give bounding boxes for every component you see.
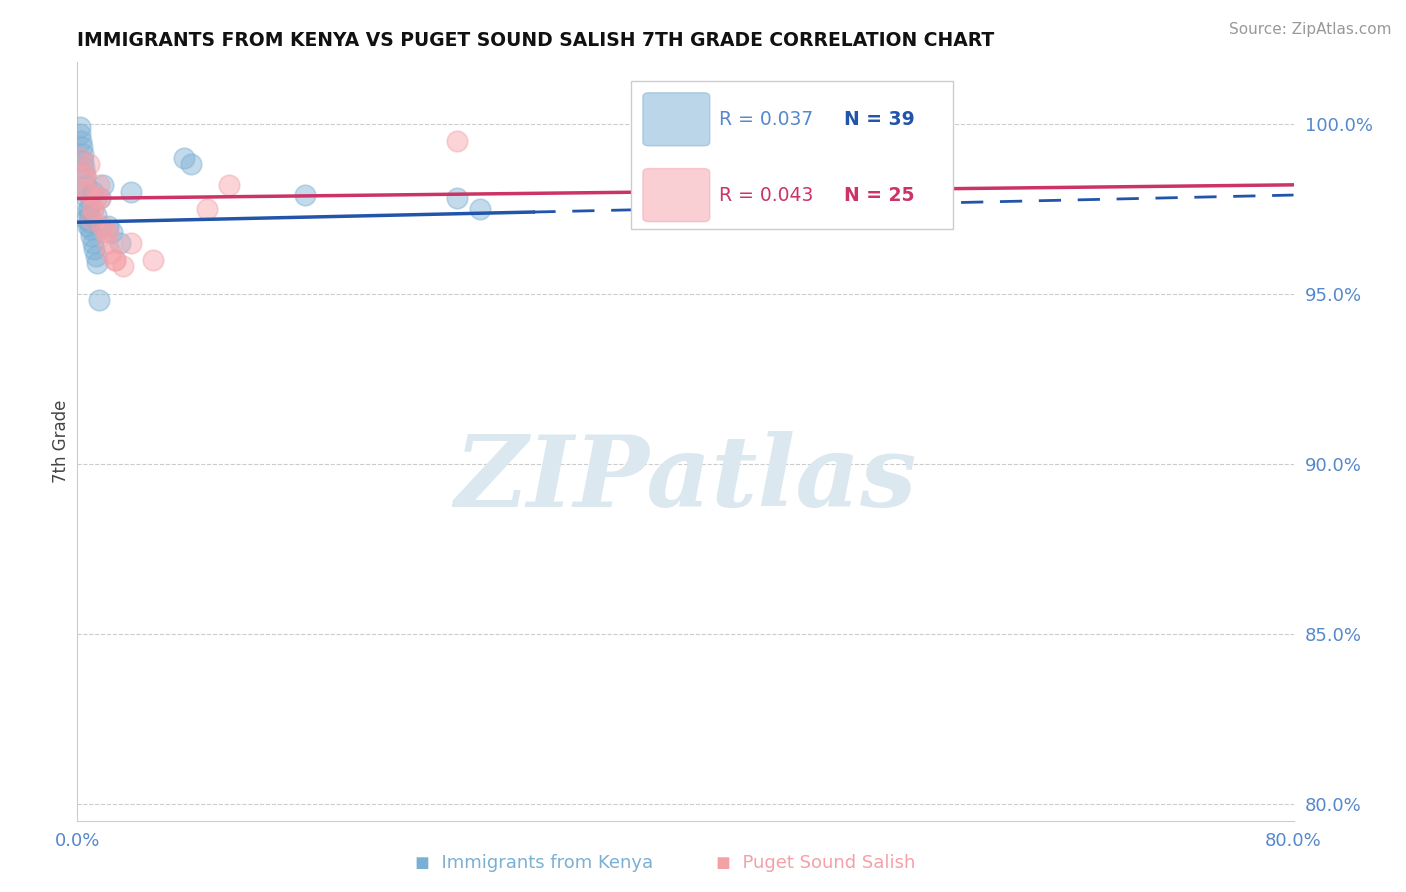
Point: [87, 178, 110, 192]
Point: [84, 191, 107, 205]
Text: R = 0.043: R = 0.043: [720, 186, 814, 204]
Point: [120, 235, 142, 250]
Point: [75, 185, 97, 199]
Point: [69, 151, 91, 165]
Point: [104, 252, 127, 267]
Text: R = 0.037: R = 0.037: [720, 110, 814, 128]
Point: [108, 235, 131, 250]
FancyBboxPatch shape: [631, 81, 953, 229]
Point: [446, 191, 468, 205]
Point: [111, 260, 134, 274]
Text: IMMIGRANTS FROM KENYA VS PUGET SOUND SALISH 7TH GRADE CORRELATION CHART: IMMIGRANTS FROM KENYA VS PUGET SOUND SAL…: [77, 30, 994, 50]
Text: ◼  Puget Sound Salish: ◼ Puget Sound Salish: [716, 855, 915, 872]
Text: Source: ZipAtlas.com: Source: ZipAtlas.com: [1229, 22, 1392, 37]
Point: [79, 222, 101, 236]
Point: [180, 157, 202, 171]
Point: [294, 188, 316, 202]
Point: [77, 219, 100, 233]
Point: [195, 202, 218, 216]
Text: ZIPatlas: ZIPatlas: [454, 431, 917, 528]
Point: [84, 249, 107, 263]
Point: [75, 211, 97, 226]
Point: [91, 178, 114, 192]
Point: [100, 245, 122, 260]
Point: [82, 202, 104, 216]
Point: [75, 185, 97, 199]
Text: N = 25: N = 25: [844, 186, 914, 204]
Point: [97, 219, 120, 233]
Point: [82, 235, 104, 250]
Point: [73, 161, 96, 175]
Point: [79, 202, 101, 216]
Point: [70, 134, 93, 148]
Point: [173, 151, 195, 165]
Point: [82, 185, 104, 199]
Point: [82, 202, 104, 216]
Point: [87, 293, 110, 308]
Point: [72, 147, 94, 161]
Y-axis label: 7th Grade: 7th Grade: [52, 400, 70, 483]
Text: N = 39: N = 39: [844, 110, 914, 128]
Point: [80, 228, 103, 243]
Point: [77, 209, 100, 223]
Point: [104, 252, 127, 267]
Point: [72, 154, 94, 169]
Point: [218, 178, 240, 192]
Point: [77, 202, 100, 216]
Point: [73, 168, 96, 182]
Point: [727, 147, 749, 161]
Point: [89, 191, 111, 205]
Point: [704, 140, 727, 154]
Point: [90, 219, 112, 233]
Point: [80, 211, 103, 226]
Point: [75, 178, 97, 192]
Point: [70, 140, 93, 154]
Point: [93, 226, 115, 240]
Point: [446, 134, 468, 148]
FancyBboxPatch shape: [643, 169, 710, 222]
Point: [73, 168, 96, 182]
FancyBboxPatch shape: [643, 93, 710, 145]
Point: [72, 168, 94, 182]
Point: [97, 235, 120, 250]
Point: [69, 120, 91, 134]
Point: [84, 209, 107, 223]
Text: ◼  Immigrants from Kenya: ◼ Immigrants from Kenya: [415, 855, 654, 872]
Point: [69, 127, 91, 141]
Point: [142, 252, 165, 267]
Point: [77, 185, 100, 199]
Point: [470, 202, 492, 216]
Point: [89, 191, 111, 205]
Point: [83, 243, 105, 257]
Point: [101, 226, 124, 240]
Point: [120, 185, 142, 199]
Point: [79, 215, 101, 229]
Point: [86, 256, 108, 270]
Point: [97, 226, 120, 240]
Point: [79, 157, 101, 171]
Point: [76, 191, 98, 205]
